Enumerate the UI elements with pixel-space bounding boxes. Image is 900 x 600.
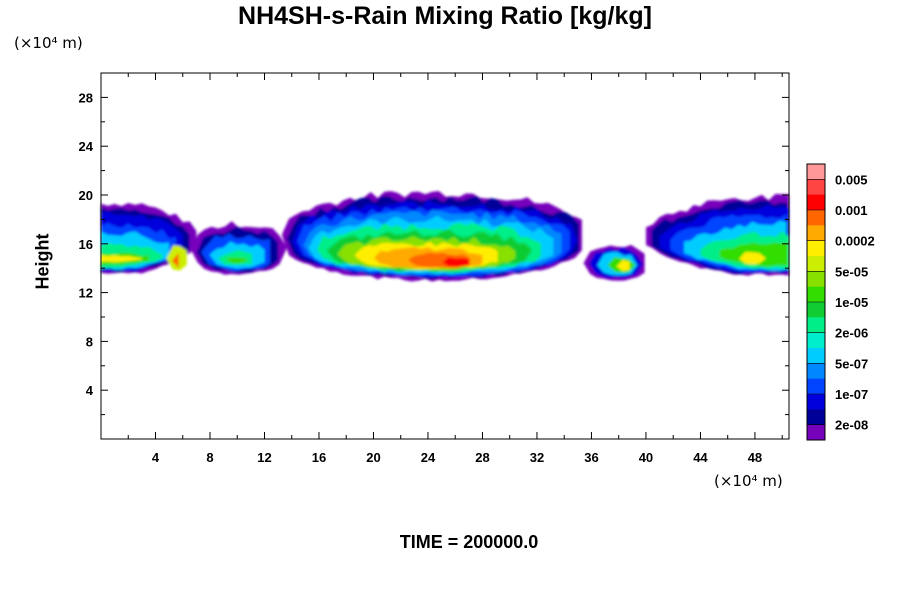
colorbar-swatch [807,179,825,196]
colorbar-label: 2e-06 [835,326,868,341]
contour-region [171,252,179,268]
colorbar-swatch [807,409,825,426]
time-label: TIME = 200000.0 [399,532,539,552]
y-tick-label: 12 [79,286,93,301]
x-tick-label: 12 [257,450,271,465]
y-tick-label: 24 [79,139,94,154]
x-tick-label: 28 [475,450,489,465]
colorbar-swatch [807,225,825,242]
y-tick-label: 8 [86,334,93,349]
colorbar-label: 5e-05 [835,264,868,279]
colorbar-swatch [807,240,825,257]
colorbar-label: 0.0002 [835,234,875,249]
y-axis: 4 8 12 16 20 24 28 [79,90,789,416]
y-axis-unit: (×10⁴ m) [14,34,83,52]
colorbar-label: 1e-05 [835,295,868,310]
y-tick-label: 16 [79,237,93,252]
y-tick-label: 28 [79,90,93,105]
mixing-ratio-field [101,191,789,282]
x-tick-label: 24 [421,450,436,465]
colorbar-swatch [807,210,825,226]
colorbar: 0.005 0.001 0.0002 5e-05 1e-05 2e-06 5e-07 1e-0… [806,163,875,441]
colorbar-swatch [807,194,825,211]
colorbar-label: 0.001 [835,203,868,218]
x-tick-label: 8 [206,450,213,465]
colorbar-label: 1e-07 [835,387,868,402]
x-tick-label: 4 [152,450,160,465]
colorbar-swatch [807,363,825,380]
contour-region [738,252,766,265]
contour-region [226,257,247,264]
colorbar-swatch [807,164,825,180]
contour-region [441,257,469,267]
contour-region [101,255,142,263]
colorbar-swatch [807,286,825,303]
y-tick-label: 4 [86,383,94,398]
x-tick-label: 48 [748,450,762,465]
colorbar-label: 2e-08 [835,418,868,433]
colorbar-swatch [807,348,825,364]
contour-region [616,259,630,272]
colorbar-swatch [807,271,825,288]
colorbar-swatch [807,317,825,334]
y-tick-label: 20 [79,188,93,203]
x-axis: 4 8 12 16 20 24 28 32 36 40 44 48 [127,73,783,465]
x-tick-label: 16 [312,450,326,465]
x-axis-unit: (×10⁴ m) [714,472,783,490]
chart-title: NH4SH-s-Rain Mixing Ratio [kg/kg] [238,2,652,30]
x-tick-label: 44 [693,450,708,465]
x-tick-label: 40 [639,450,653,465]
x-tick-label: 20 [366,450,380,465]
x-tick-label: 32 [530,450,544,465]
colorbar-label: 5e-07 [835,356,868,371]
colorbar-swatch [807,424,825,441]
colorbar-swatch [807,302,825,318]
colorbar-swatch [807,256,825,272]
colorbar-label: 0.005 [835,172,868,187]
colorbar-swatch [807,378,825,395]
x-tick-label: 36 [584,450,598,465]
colorbar-swatch [807,332,825,349]
colorbar-swatch [807,394,825,410]
plot-frame [100,72,790,440]
